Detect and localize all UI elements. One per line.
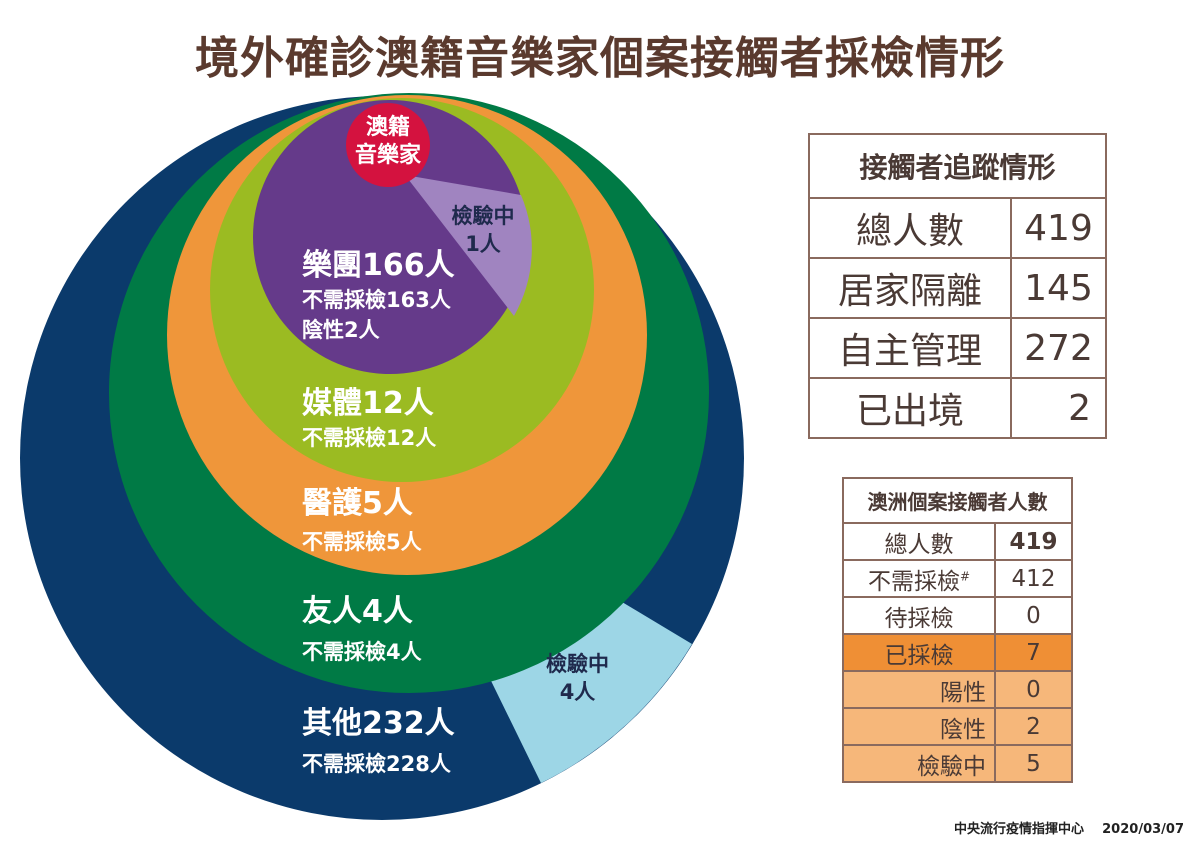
ring-name: 樂團166人 [302,248,455,283]
table-row: 陰性 2 [842,707,1073,746]
row-label: 自主管理 [808,317,1012,379]
ring-name: 友人4人 [302,594,413,629]
wedge-orchestra-testing [405,175,532,316]
testing-text: 檢驗中 [451,204,515,228]
testing-count: 4人 [559,680,596,704]
row-label: 檢驗中 [842,744,996,783]
row-value: 5 [994,744,1073,783]
ring-orchestra [253,100,527,374]
row-label: 居家隔離 [808,257,1012,319]
ring-name: 其他232人 [302,706,455,741]
row-value: 419 [1010,197,1107,259]
center-musician [346,103,430,187]
row-value: 272 [1010,317,1107,379]
ring-detail: 不需採檢163人 [302,288,451,312]
row-label: 已出境 [808,377,1012,439]
row-value: 2 [1010,377,1107,439]
ring-detail: 不需採檢12人 [302,426,437,450]
page-title: 境外確診澳籍音樂家個案接觸者採檢情形 [195,33,1005,84]
ring-detail: 陰性2人 [302,318,380,342]
footnote-mark: # [959,568,971,583]
row-value: 419 [994,522,1073,561]
ring-detail: 不需採檢5人 [302,530,422,554]
footer-date: 2020/03/07 [1102,822,1184,837]
testing-count: 1人 [465,232,501,256]
footer-source: 中央流行疫情指揮中心 [954,822,1085,837]
other-testing-label: 檢驗中 4人 [530,650,625,706]
table-row: 檢驗中 5 [842,744,1073,783]
row-label: 總人數 [808,197,1012,259]
media-label: 媒體12人 不需採檢12人 [302,378,436,452]
medical-label: 醫護5人 不需採檢5人 [302,478,422,556]
center-line2: 音樂家 [354,143,421,168]
row-value: 0 [994,670,1073,709]
row-label: 已採檢 [842,633,996,672]
row-value: 2 [994,707,1073,746]
table-row: 居家隔離 145 [808,257,1107,319]
testing-text: 檢驗中 [546,652,609,676]
center-label: 澳籍 音樂家 [348,114,428,170]
tracking-table: 接觸者追蹤情形 總人數 419 居家隔離 145 自主管理 272 已出境 2 [808,133,1107,439]
row-label: 陽性 [842,670,996,709]
row-label-text: 不需採檢 [867,568,960,595]
row-value: 7 [994,633,1073,672]
tracking-header: 接觸者追蹤情形 [808,133,1107,199]
table-row: 陽性 0 [842,670,1073,709]
table-row: 已出境 2 [808,377,1107,439]
table-row: 已採檢 7 [842,633,1073,672]
row-value: 145 [1010,257,1107,319]
row-value: 0 [994,596,1073,635]
row-label: 總人數 [842,522,996,561]
table-row: 待採檢 0 [842,596,1073,635]
table-row: 自主管理 272 [808,317,1107,379]
australia-table: 澳洲個案接觸者人數 總人數 419 不需採檢# 412 待採檢 0 已採檢 7 陽性 0 … [842,477,1073,783]
center-line1: 澳籍 [365,115,410,140]
ring-detail: 不需採檢228人 [302,752,451,776]
friends-label: 友人4人 不需採檢4人 [302,586,422,666]
ring-detail: 不需採檢4人 [302,640,422,664]
other-label: 其他232人 不需採檢228人 [302,698,455,778]
table-row: 總人數 419 [842,522,1073,561]
row-value: 412 [994,559,1073,598]
row-label: 待採檢 [842,596,996,635]
orchestra-testing-label: 檢驗中 1人 [438,202,528,258]
ring-name: 醫護5人 [302,486,413,521]
table-row: 不需採檢# 412 [842,559,1073,598]
row-label: 不需採檢# [842,559,996,598]
orchestra-label: 樂團166人 不需採檢163人 陰性2人 [302,240,455,344]
footer: 中央流行疫情指揮中心 2020/03/07 [954,818,1184,837]
australia-header: 澳洲個案接觸者人數 [842,477,1073,524]
table-row: 總人數 419 [808,197,1107,259]
ring-name: 媒體12人 [302,386,434,421]
row-label: 陰性 [842,707,996,746]
